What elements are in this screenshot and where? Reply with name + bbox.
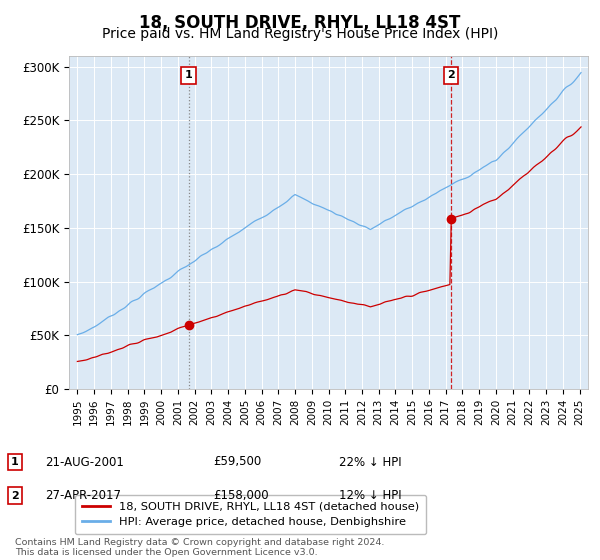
Text: 12% ↓ HPI: 12% ↓ HPI [339, 489, 401, 502]
Text: 1: 1 [185, 71, 193, 80]
Text: 2: 2 [447, 71, 455, 80]
Text: £158,000: £158,000 [213, 489, 269, 502]
Text: 2: 2 [11, 491, 19, 501]
Text: £59,500: £59,500 [213, 455, 261, 469]
Legend: 18, SOUTH DRIVE, RHYL, LL18 4ST (detached house), HPI: Average price, detached h: 18, SOUTH DRIVE, RHYL, LL18 4ST (detache… [74, 495, 426, 534]
Text: Contains HM Land Registry data © Crown copyright and database right 2024.
This d: Contains HM Land Registry data © Crown c… [15, 538, 385, 557]
Text: Price paid vs. HM Land Registry's House Price Index (HPI): Price paid vs. HM Land Registry's House … [102, 27, 498, 41]
Text: 27-APR-2017: 27-APR-2017 [45, 489, 121, 502]
Text: 21-AUG-2001: 21-AUG-2001 [45, 455, 124, 469]
Text: 22% ↓ HPI: 22% ↓ HPI [339, 455, 401, 469]
Text: 18, SOUTH DRIVE, RHYL, LL18 4ST: 18, SOUTH DRIVE, RHYL, LL18 4ST [139, 14, 461, 32]
Text: 1: 1 [11, 457, 19, 467]
